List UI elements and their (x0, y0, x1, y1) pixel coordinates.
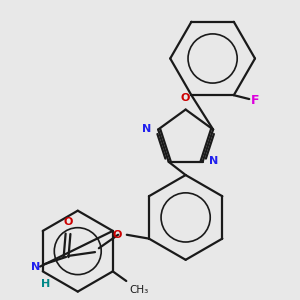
Text: O: O (181, 93, 190, 103)
Text: CH₃: CH₃ (129, 285, 148, 295)
Text: N: N (31, 262, 40, 272)
Text: N: N (209, 156, 219, 166)
Text: N: N (142, 124, 152, 134)
Text: O: O (63, 217, 73, 227)
Text: H: H (41, 279, 50, 289)
Text: F: F (251, 94, 260, 107)
Text: O: O (112, 230, 122, 240)
